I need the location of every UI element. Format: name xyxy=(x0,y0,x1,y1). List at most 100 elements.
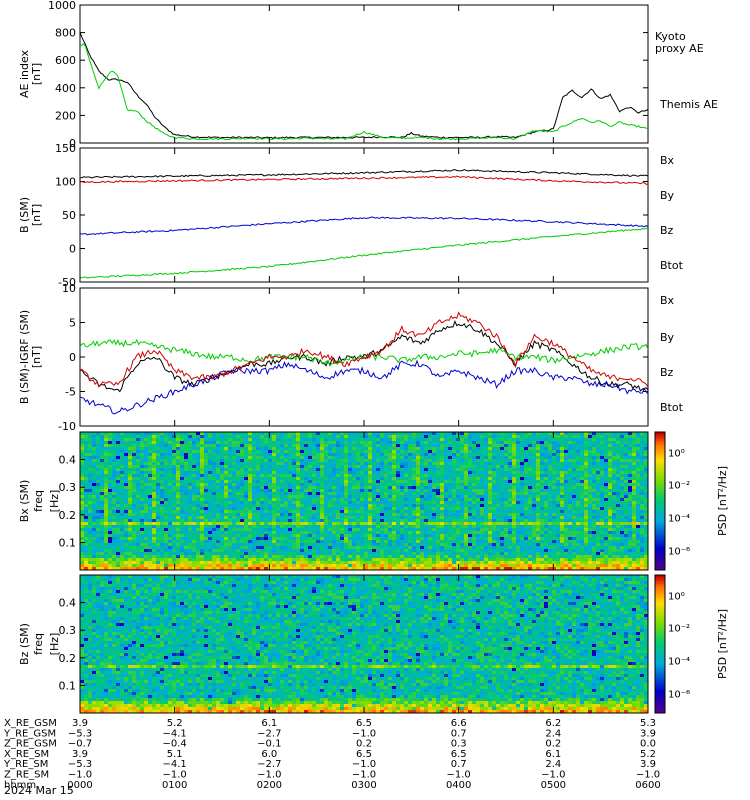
spectrogram-cell xyxy=(92,438,97,442)
spectrogram-cell xyxy=(376,486,381,490)
spectrogram-cell xyxy=(260,507,265,511)
spectrogram-cell xyxy=(184,450,189,454)
spectrogram-cell xyxy=(272,525,277,529)
spectrogram-cell xyxy=(292,450,297,454)
spectrogram-cell xyxy=(580,501,585,505)
spectrogram-cell xyxy=(616,453,621,457)
spectrogram-cell xyxy=(112,531,117,535)
spectrogram-cell xyxy=(112,498,117,502)
spectrogram-cell xyxy=(636,522,641,526)
spectrogram-cell xyxy=(492,516,497,520)
spectrogram-cell xyxy=(584,501,589,505)
spectrogram-cell xyxy=(376,495,381,499)
spectrogram-cell xyxy=(176,441,181,445)
spectrogram-cell xyxy=(100,471,105,475)
spectrogram-cell xyxy=(132,528,137,532)
spectrogram-cell xyxy=(260,459,265,463)
spectrogram-cell xyxy=(120,507,125,511)
spectrogram-cell xyxy=(340,456,345,460)
spectrogram-cell xyxy=(376,465,381,469)
spectrogram-cell xyxy=(100,495,105,499)
spectrogram-cell xyxy=(116,486,121,490)
spectrogram-cell xyxy=(380,492,385,496)
spectrogram-cell xyxy=(568,486,573,490)
spectrogram-cell xyxy=(136,456,141,460)
ytick-label: 100 xyxy=(55,176,76,189)
spectrogram-cell xyxy=(372,522,377,526)
spectrogram-cell xyxy=(112,471,117,475)
spectrogram-cell xyxy=(432,501,437,505)
spectrogram-cell xyxy=(592,525,597,529)
spectrogram-cell xyxy=(276,459,281,463)
spectrogram-cell xyxy=(364,507,369,511)
spectrogram-cell xyxy=(120,531,125,535)
spectrogram-cell xyxy=(552,486,557,490)
spectrogram-cell xyxy=(496,489,501,493)
spectrogram-cell xyxy=(92,516,97,520)
spectrogram-cell xyxy=(456,507,461,511)
spectrogram-cell xyxy=(392,432,397,436)
spectrogram-cell xyxy=(292,489,297,493)
spectrogram-cell xyxy=(456,465,461,469)
spectrogram-cell xyxy=(144,474,149,478)
spectrogram-cell xyxy=(216,435,221,439)
spectrogram-cell xyxy=(572,495,577,499)
spectrogram-cell xyxy=(560,447,565,451)
spectrogram-cell xyxy=(544,441,549,445)
spectrogram-cell xyxy=(360,453,365,457)
bsm-legend-bz: Bz xyxy=(660,224,674,237)
spectrogram-cell xyxy=(620,465,625,469)
spectrogram-cell xyxy=(272,504,277,508)
spectrogram-cell xyxy=(132,531,137,535)
spectrogram-cell xyxy=(532,522,537,526)
spectrogram-cell xyxy=(308,498,313,502)
spectrogram-cell xyxy=(308,462,313,466)
spectrogram-cell xyxy=(644,483,649,487)
spectrogram-cell xyxy=(636,531,641,535)
spectrogram-cell xyxy=(620,489,625,493)
spectrogram-cell xyxy=(180,483,185,487)
spectrogram-cell xyxy=(196,510,201,514)
spectrogram-cell xyxy=(84,504,89,508)
spectrogram-cell xyxy=(132,462,137,466)
spectrogram-cell xyxy=(556,498,561,502)
spectrogram-cell xyxy=(328,471,333,475)
spectrogram-cell xyxy=(476,531,481,535)
spectrogram-cell xyxy=(588,483,593,487)
spectrogram-cell xyxy=(124,480,129,484)
spectrogram-cell xyxy=(404,495,409,499)
spectrogram-cell xyxy=(100,513,105,517)
spectrogram-cell xyxy=(348,480,353,484)
spectrogram-cell xyxy=(324,465,329,469)
spectrogram-cell xyxy=(484,495,489,499)
spectrogram-cell xyxy=(248,435,253,439)
spectrogram-cell xyxy=(108,492,113,496)
spectrogram-cell xyxy=(620,483,625,487)
spectrogram-cell xyxy=(544,459,549,463)
spectrogram-cell xyxy=(356,468,361,472)
spectrogram-cell xyxy=(412,483,417,487)
spectrogram-cell xyxy=(320,492,325,496)
spectrogram-cell xyxy=(164,447,169,451)
spectrogram-cell xyxy=(464,465,469,469)
spectrogram-cell xyxy=(112,474,117,478)
spectrogram-cell xyxy=(160,444,165,448)
spectrogram-cell xyxy=(116,438,121,442)
spectrogram-cell xyxy=(188,453,193,457)
spectrogram-cell xyxy=(636,525,641,529)
spectrogram-cell xyxy=(320,483,325,487)
spectrogram-cell xyxy=(292,495,297,499)
spectrogram-cell xyxy=(136,504,141,508)
spectrogram-cell xyxy=(96,495,101,499)
spectrogram-cell xyxy=(344,447,349,451)
spectrogram-cell xyxy=(140,531,145,535)
spectrogram-cell xyxy=(512,462,517,466)
spectrogram-cell xyxy=(472,453,477,457)
spectrogram-cell xyxy=(376,483,381,487)
spectrogram-cell xyxy=(604,498,609,502)
spectrogram-cell xyxy=(612,513,617,517)
spectrogram-cell xyxy=(476,483,481,487)
spectrogram-cell xyxy=(464,453,469,457)
spectrogram-cell xyxy=(644,465,649,469)
spectrogram-cell xyxy=(412,462,417,466)
